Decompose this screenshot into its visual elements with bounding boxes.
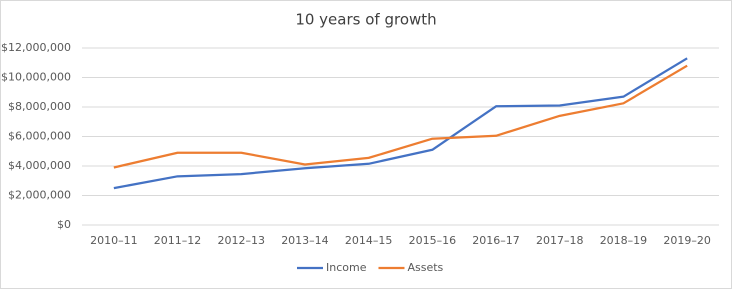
y-tick-label: $4,000,000 bbox=[8, 159, 71, 172]
y-tick-label: $0 bbox=[57, 218, 71, 231]
x-tick-label: 2014–15 bbox=[345, 234, 393, 247]
chart-title: 10 years of growth bbox=[295, 11, 436, 29]
line-series bbox=[113, 57, 688, 190]
y-tick-label: $10,000,000 bbox=[1, 71, 71, 84]
x-tick-label: 2016–17 bbox=[472, 234, 520, 247]
x-tick-label: 2017–18 bbox=[536, 234, 584, 247]
x-tick-label: 2011–12 bbox=[154, 234, 202, 247]
legend-label: Income bbox=[326, 261, 367, 274]
x-tick-label: 2012–13 bbox=[218, 234, 266, 247]
x-tick-label: 2013–14 bbox=[281, 234, 329, 247]
x-tick-label: 2019–20 bbox=[663, 234, 711, 247]
x-tick-label: 2018–19 bbox=[600, 234, 648, 247]
y-tick-label: $2,000,000 bbox=[8, 189, 71, 202]
y-tick-label: $12,000,000 bbox=[1, 41, 71, 54]
legend-label: Assets bbox=[407, 261, 443, 274]
y-tick-label: $6,000,000 bbox=[8, 130, 71, 143]
x-tick-label: 2015–16 bbox=[409, 234, 457, 247]
x-tick-label: 2010–11 bbox=[90, 234, 138, 247]
y-tick-label: $8,000,000 bbox=[8, 100, 71, 113]
line-series bbox=[113, 64, 688, 169]
